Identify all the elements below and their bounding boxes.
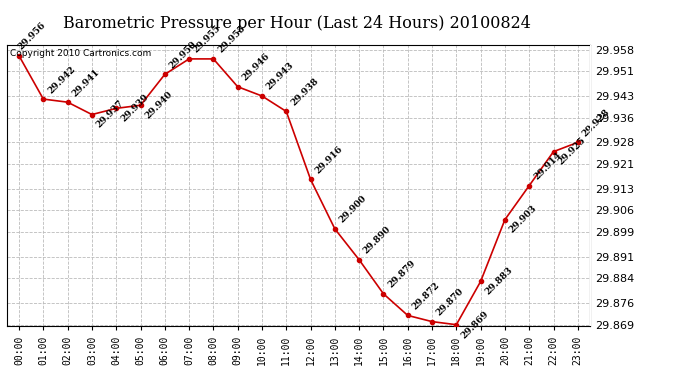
Text: 29.890: 29.890 <box>362 225 393 256</box>
Text: 29.946: 29.946 <box>241 51 271 82</box>
Text: 29.943: 29.943 <box>265 61 296 92</box>
Text: 29.916: 29.916 <box>313 144 344 175</box>
Text: 29.955: 29.955 <box>216 24 247 55</box>
Text: 29.955: 29.955 <box>192 24 223 55</box>
Text: 29.870: 29.870 <box>435 286 466 318</box>
Text: 29.869: 29.869 <box>459 309 490 340</box>
Text: 29.925: 29.925 <box>556 136 587 167</box>
Text: 29.938: 29.938 <box>289 76 320 107</box>
Text: 29.914: 29.914 <box>532 150 563 182</box>
Text: 29.939: 29.939 <box>119 93 150 124</box>
Text: 29.956: 29.956 <box>17 21 48 52</box>
Text: 29.883: 29.883 <box>484 266 515 297</box>
Text: 29.937: 29.937 <box>95 99 126 130</box>
Text: 29.928: 29.928 <box>580 107 611 138</box>
Text: 29.940: 29.940 <box>144 90 174 120</box>
Text: Barometric Pressure per Hour (Last 24 Hours) 20100824: Barometric Pressure per Hour (Last 24 Ho… <box>63 15 531 32</box>
Text: 29.942: 29.942 <box>46 64 77 95</box>
Text: 29.900: 29.900 <box>337 194 368 225</box>
Text: 29.879: 29.879 <box>386 259 417 290</box>
Text: 29.950: 29.950 <box>168 39 199 70</box>
Text: 29.941: 29.941 <box>70 67 101 98</box>
Text: 29.903: 29.903 <box>508 204 539 235</box>
Text: Copyright 2010 Cartronics.com: Copyright 2010 Cartronics.com <box>10 49 151 58</box>
Text: 29.872: 29.872 <box>411 280 442 311</box>
